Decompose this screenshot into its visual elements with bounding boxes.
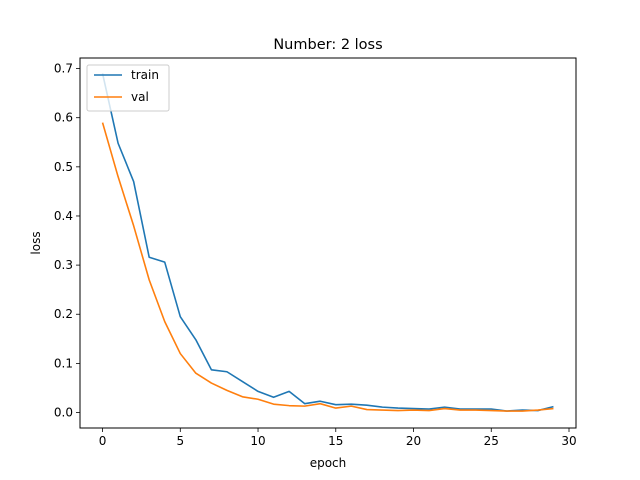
data-point-val	[428, 409, 431, 412]
data-point-val	[396, 409, 399, 412]
data-point-val	[101, 121, 104, 124]
axes-frame	[79, 57, 577, 429]
y-tick-label: 0.6	[54, 111, 73, 125]
data-point-train	[257, 390, 260, 393]
data-point-val	[272, 403, 275, 406]
data-point-val	[505, 410, 508, 413]
x-tick-label: 10	[250, 434, 265, 448]
data-point-val	[288, 404, 291, 407]
data-point-val	[350, 405, 353, 408]
plot-area	[101, 73, 555, 413]
data-point-val	[163, 320, 166, 323]
data-point-val	[241, 395, 244, 398]
data-point-train	[365, 404, 368, 407]
data-point-train	[225, 370, 228, 373]
data-point-val	[521, 410, 524, 413]
data-point-val	[148, 278, 151, 281]
y-tick-label: 0.3	[54, 258, 73, 272]
legend: train val	[86, 64, 170, 112]
data-point-train	[381, 406, 384, 409]
axis-ticks: 0 5 10 15 20 25 30 0.0 0.1 0.2 0.3 0.4 0.5 0.6 0.7	[54, 62, 577, 448]
data-point-val	[474, 409, 477, 412]
y-tick-label: 0.1	[54, 356, 73, 370]
data-point-train	[241, 380, 244, 383]
series-line-val	[101, 122, 554, 412]
data-point-train	[148, 256, 151, 259]
data-point-val	[225, 389, 228, 392]
data-point-train	[272, 396, 275, 399]
data-point-val	[536, 409, 539, 412]
data-point-train	[132, 180, 135, 183]
data-point-val	[319, 402, 322, 405]
data-point-val	[552, 407, 555, 410]
x-axis-label: epoch	[310, 456, 347, 470]
data-point-val	[117, 175, 120, 178]
data-point-val	[303, 405, 306, 408]
y-tick-label: 0.7	[54, 62, 73, 76]
data-point-val	[443, 407, 446, 410]
data-point-val	[490, 409, 493, 412]
data-point-val	[179, 352, 182, 355]
data-point-val	[194, 372, 197, 375]
x-tick-label: 5	[176, 434, 184, 448]
data-point-val	[210, 382, 213, 385]
x-tick-label: 0	[99, 434, 107, 448]
data-point-val	[412, 409, 415, 412]
legend-train-label: train	[131, 68, 159, 82]
data-point-train	[334, 403, 337, 406]
data-point-train	[179, 315, 182, 318]
data-point-val	[257, 398, 260, 401]
legend-box	[86, 64, 170, 112]
x-tick-label: 15	[328, 434, 343, 448]
data-point-val	[132, 224, 135, 227]
data-point-train	[288, 390, 291, 393]
chart-title: Number: 2 loss	[273, 37, 382, 53]
x-tick-label: 25	[484, 434, 499, 448]
data-point-val	[459, 409, 462, 412]
data-point-train	[117, 142, 120, 145]
y-tick-label: 0.0	[54, 406, 73, 420]
x-tick-label: 20	[406, 434, 421, 448]
data-point-val	[381, 409, 384, 412]
data-point-train	[194, 338, 197, 341]
x-tick-label: 30	[561, 434, 576, 448]
data-point-val	[334, 407, 337, 410]
data-point-val	[365, 408, 368, 411]
legend-val-label: val	[131, 90, 149, 104]
y-tick-label: 0.4	[54, 209, 73, 223]
y-axis-label: loss	[29, 231, 43, 254]
data-point-train	[163, 261, 166, 264]
series-line-train	[101, 73, 554, 412]
data-point-train	[210, 368, 213, 371]
y-tick-label: 0.2	[54, 307, 73, 321]
y-tick-label: 0.5	[54, 160, 73, 174]
